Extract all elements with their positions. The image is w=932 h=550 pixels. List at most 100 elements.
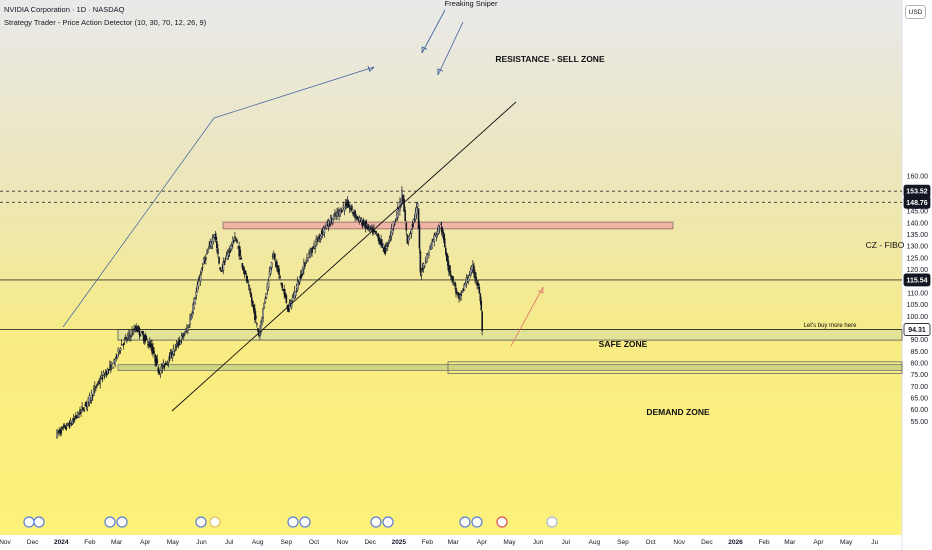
candle-body (191, 312, 193, 318)
y-tick-label: 160.00 (907, 174, 929, 181)
zone-resistance-sell-zone[interactable] (222, 221, 674, 230)
x-tick-label: Ju (871, 539, 878, 546)
event-marker-icon[interactable] (195, 516, 207, 528)
candle-body (416, 202, 419, 208)
event-marker-icon[interactable] (546, 516, 558, 528)
candle-body (475, 276, 477, 282)
candle-body (255, 315, 257, 319)
event-marker-icon[interactable] (471, 516, 483, 528)
trendline-rising[interactable] (62, 117, 215, 328)
event-marker-icon[interactable] (287, 516, 299, 528)
event-marker-icon[interactable] (370, 516, 382, 528)
event-marker-icon[interactable] (104, 516, 116, 528)
candle-body (336, 212, 338, 217)
x-tick-label: Mar (111, 539, 123, 546)
candle-body (114, 358, 116, 366)
event-marker-icon[interactable] (33, 516, 45, 528)
candle-body (107, 369, 110, 371)
candle-body (441, 232, 444, 234)
candle-body (56, 430, 58, 439)
candle-body (480, 300, 483, 311)
candle-body (152, 347, 154, 354)
candle-body (417, 208, 420, 230)
candle-body (385, 245, 388, 250)
event-marker-icon[interactable] (496, 516, 508, 528)
price-label-box[interactable] (903, 273, 931, 287)
event-marker-icon[interactable] (459, 516, 471, 528)
candle-body (241, 262, 244, 268)
zone-safe-zone[interactable] (117, 329, 903, 341)
demand-zone-outline[interactable] (447, 361, 903, 374)
candle-body (283, 288, 286, 295)
trendline-top[interactable] (213, 66, 375, 119)
projection-line[interactable] (510, 286, 544, 347)
candle-body (478, 286, 481, 294)
event-marker-icon[interactable] (23, 516, 35, 528)
candle-body (219, 267, 221, 270)
candle-body (61, 427, 64, 429)
sniper-arrow-right[interactable] (437, 21, 464, 76)
candle-body (328, 224, 331, 226)
x-tick-label: Nov (673, 539, 685, 546)
sniper-arrowhead-right (437, 68, 443, 76)
candle-body (319, 235, 322, 239)
y-tick-label: 135.00 (907, 232, 929, 239)
candle-body (454, 282, 456, 287)
candle-body (132, 333, 134, 335)
candle-body (252, 300, 254, 307)
candle-body (144, 335, 147, 340)
candle-body (254, 308, 256, 320)
candle-body (251, 297, 253, 303)
candle-body (382, 243, 385, 249)
candle-body (147, 341, 149, 345)
candle-body (284, 293, 287, 297)
event-marker-icon[interactable] (209, 516, 221, 528)
candle-body (196, 284, 199, 293)
event-marker-icon[interactable] (382, 516, 394, 528)
candle-body (207, 249, 209, 253)
event-marker-icon[interactable] (299, 516, 311, 528)
candle-body (377, 233, 379, 239)
event-marker-icon[interactable] (116, 516, 128, 528)
candle-body (179, 341, 182, 345)
candle-body (352, 211, 354, 214)
currency-badge[interactable]: USD (905, 5, 926, 19)
candle-body (134, 329, 137, 331)
candle-body (103, 375, 106, 378)
x-tick-label: May (503, 539, 516, 546)
indicator-label[interactable]: Strategy Trader - Price Action Detector … (4, 18, 207, 27)
price-label-box[interactable] (903, 195, 931, 209)
x-tick-label: Oct (309, 539, 319, 546)
candle-body (300, 274, 302, 279)
trendline-support[interactable] (171, 101, 517, 412)
sniper-arrow-left[interactable] (421, 9, 446, 54)
price-label-box[interactable] (903, 323, 931, 336)
candle-body (184, 333, 186, 335)
candle-body (171, 354, 174, 358)
candle-body (110, 364, 112, 371)
candle-body (425, 253, 428, 263)
candle-body (153, 351, 155, 354)
candle-body (116, 354, 119, 359)
candle-body (301, 273, 303, 276)
candle-body (168, 356, 171, 361)
candle-body (212, 237, 215, 243)
zone-demand-zone[interactable] (117, 364, 903, 371)
x-tick-label: Dec (27, 539, 39, 546)
y-tick-label: 80.00 (910, 360, 928, 367)
candle-body (298, 276, 301, 283)
x-tick-label: 2026 (728, 539, 743, 546)
candle-body (461, 290, 464, 293)
y-tick-label: 70.00 (910, 384, 928, 391)
x-tick-label: Dec (364, 539, 376, 546)
y-tick-label: 145.00 (907, 209, 929, 216)
x-tick-label: Jun (533, 539, 544, 546)
x-tick-label: Jul (225, 539, 234, 546)
candle-body (314, 246, 316, 249)
candle-body (408, 235, 411, 239)
chart-title: NVIDIA Corporation · 1D · NASDAQ (4, 5, 125, 14)
time-axis-background (0, 535, 902, 550)
candle-body (439, 222, 442, 225)
